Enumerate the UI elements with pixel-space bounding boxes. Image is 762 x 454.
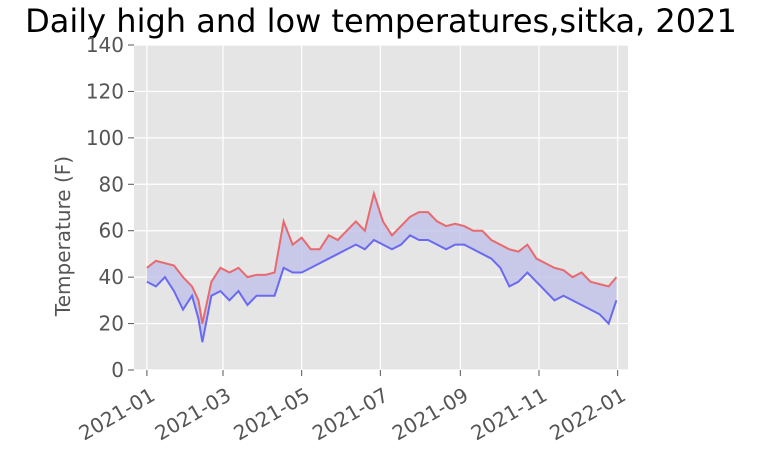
y-tick-label: 0	[111, 358, 124, 382]
fill-between-polygon	[146, 193, 617, 343]
y-tick-label: 120	[86, 79, 124, 103]
y-tick-label: 100	[86, 126, 124, 150]
y-tick-label: 20	[99, 312, 124, 336]
x-tick-label: 2021-07	[308, 383, 392, 446]
y-tick-label: 60	[99, 219, 124, 243]
chart-title: Daily high and low temperatures,sitka, 2…	[25, 2, 737, 40]
series-lines	[146, 189, 618, 343]
plot-area	[134, 45, 628, 370]
y-tick-label: 140	[86, 33, 124, 57]
x-tick-label: 2022-01	[545, 383, 629, 446]
series-line-high	[146, 189, 618, 324]
y-tick-label: 80	[99, 172, 124, 196]
x-tick-label: 2021-03	[151, 383, 235, 446]
x-tick-label: 2021-11	[467, 383, 551, 446]
y-tick-label: 40	[99, 265, 124, 289]
x-tick-label: 2021-05	[229, 383, 313, 446]
fill-between-area	[146, 193, 617, 343]
x-tick-label: 2021-01	[75, 383, 159, 446]
x-tick-label: 2021-09	[388, 383, 472, 446]
series-line-low	[146, 234, 618, 343]
